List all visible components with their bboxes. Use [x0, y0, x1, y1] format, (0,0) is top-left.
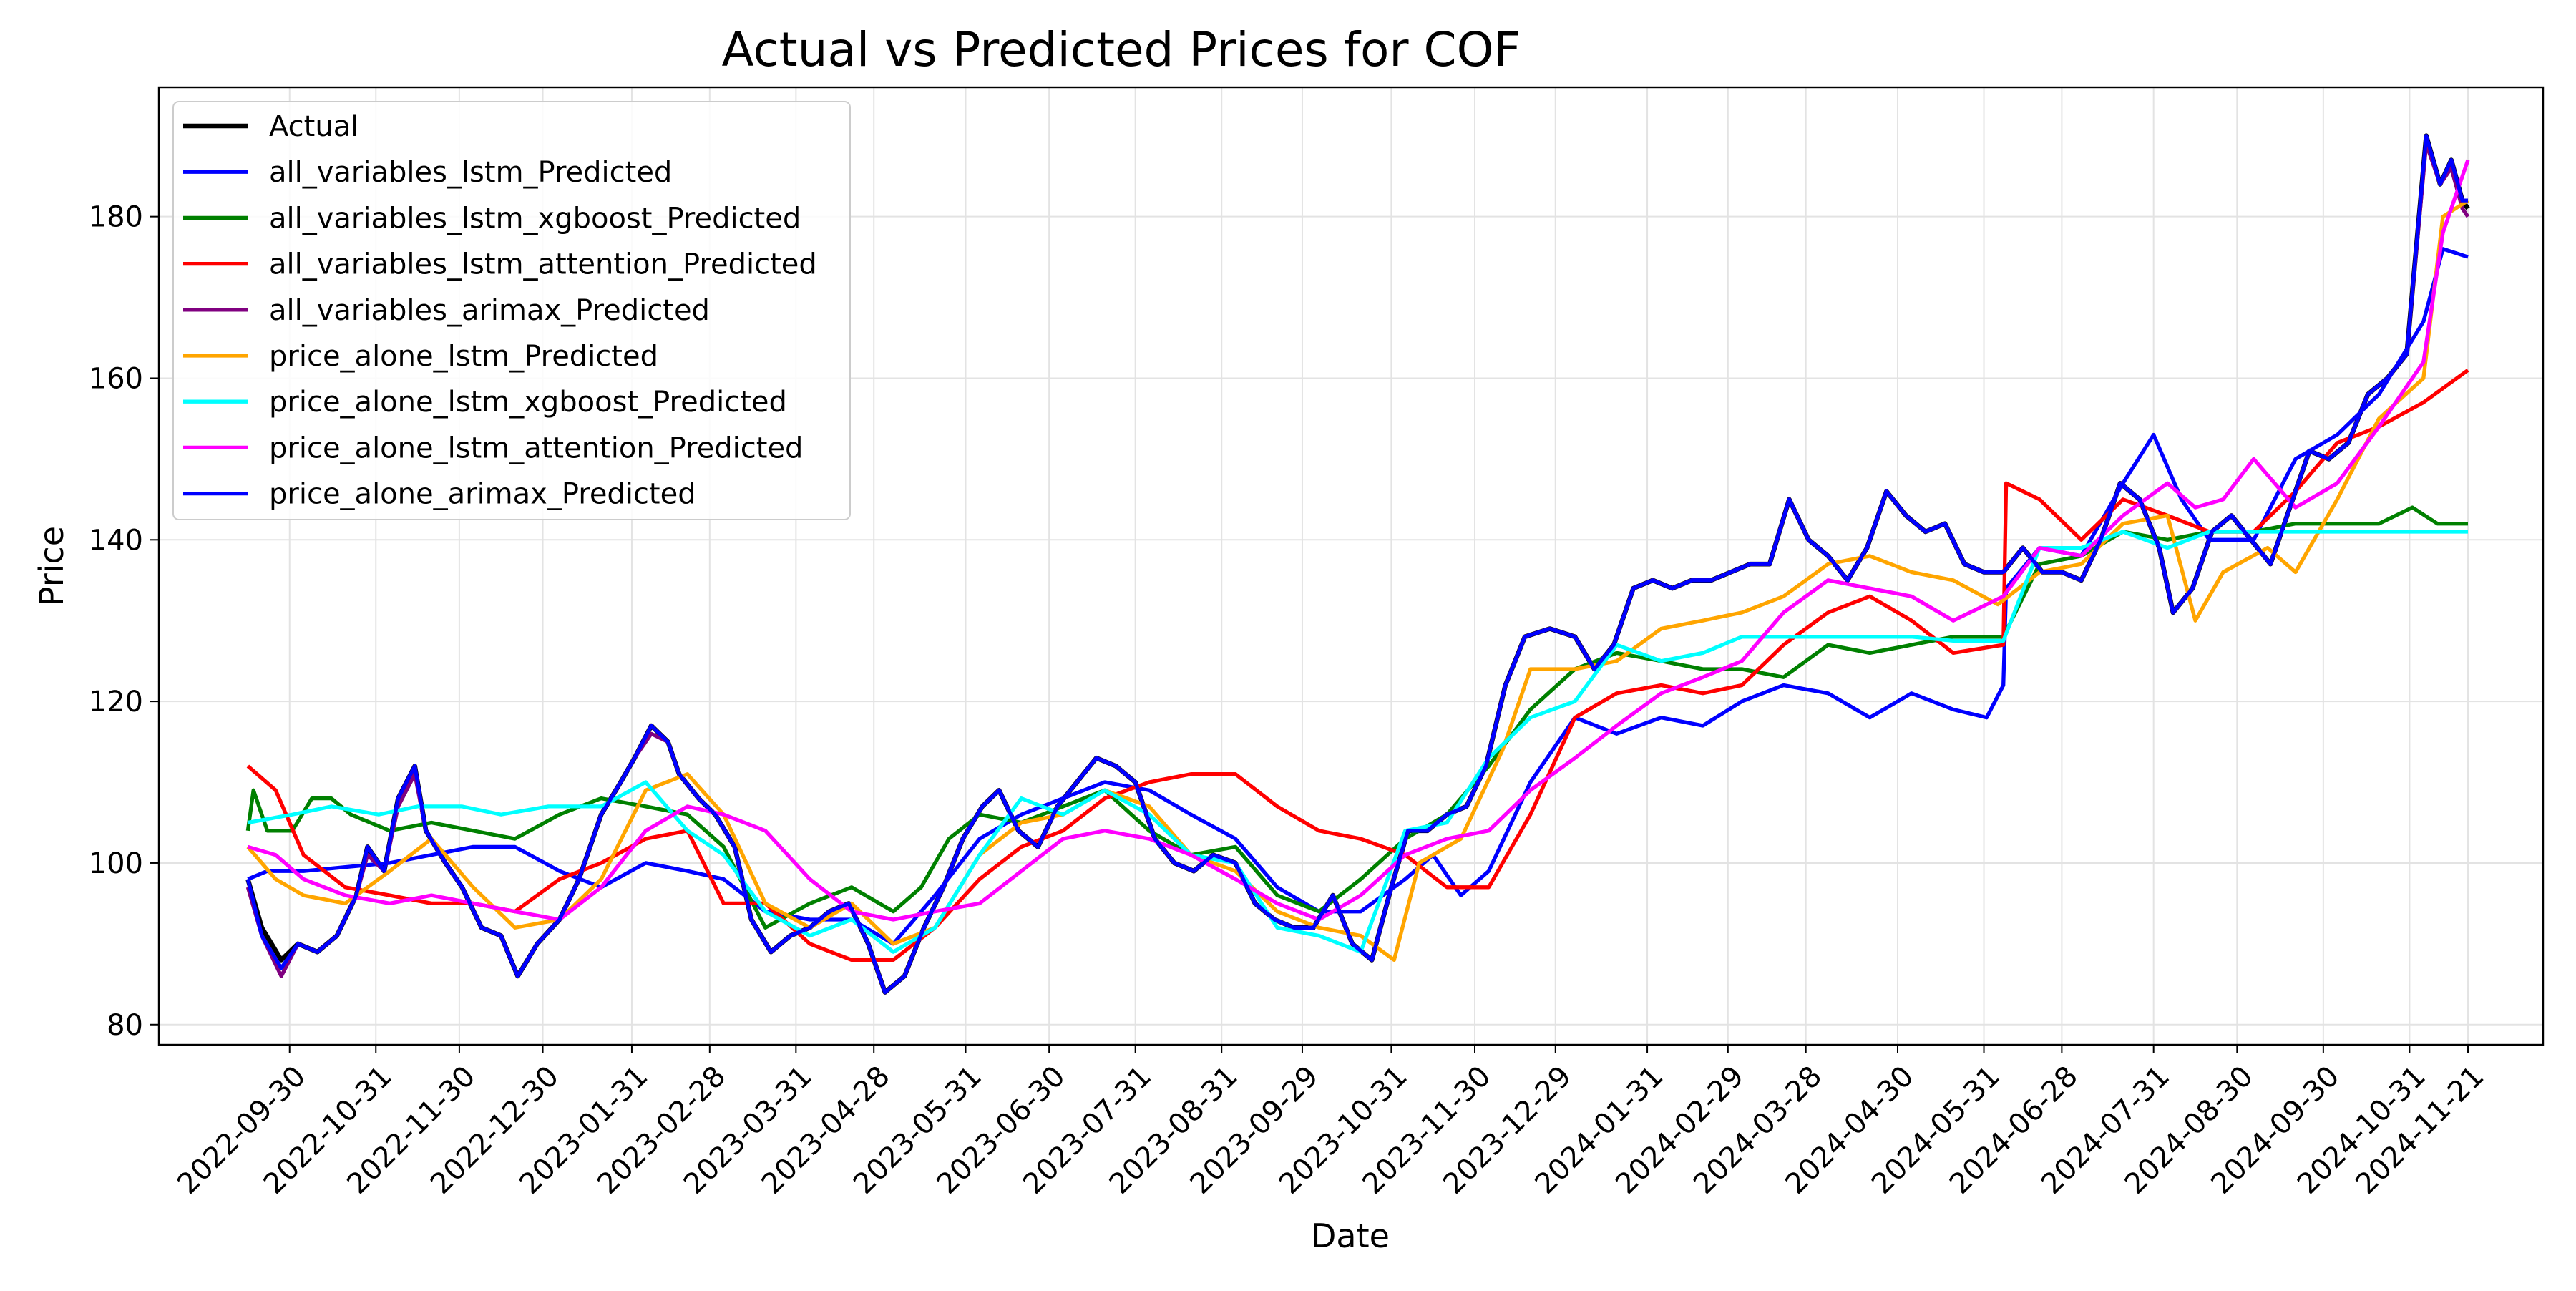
series-line-all-variables-lstm-xgboost-predicted — [245, 505, 2468, 930]
legend: Actual all_variables_lstm_Predicted all_va… — [172, 101, 851, 520]
legend-label: Actual — [269, 110, 358, 143]
x-axis: 2022-09-302022-10-312022-11-302022-12-30… — [171, 1045, 2490, 1201]
legend-label: price_alone_arimax_Predicted — [269, 478, 696, 511]
legend-label: all_variables_arimax_Predicted — [269, 294, 710, 327]
series-line-price-alone-lstm-xgboost-predicted — [247, 530, 2468, 954]
y-tick-label: 80 — [107, 1009, 143, 1042]
y-tick-label: 180 — [89, 201, 143, 234]
y-tick-label: 120 — [89, 686, 143, 718]
series-line-all-variables-lstm-attention-predicted — [246, 369, 2469, 963]
series-line-price-alone-lstm-attention-predicted — [247, 159, 2470, 922]
y-axis-label: Price — [32, 526, 71, 606]
legend-box — [172, 101, 851, 520]
legend-label: all_variables_lstm_Predicted — [269, 156, 672, 189]
legend-label: price_alone_lstm_xgboost_Predicted — [269, 386, 787, 419]
chart-title: Actual vs Predicted Prices for COF — [721, 22, 1521, 77]
y-axis: 80 100 120 140 160 180 — [89, 201, 159, 1042]
series-line-price-alone-lstm-predicted — [246, 198, 2469, 963]
series-lines — [245, 133, 2470, 995]
y-tick-label: 100 — [89, 847, 143, 880]
legend-label: price_alone_lstm_attention_Predicted — [269, 432, 803, 464]
legend-label: all_variables_lstm_xgboost_Predicted — [269, 202, 801, 235]
legend-label: all_variables_lstm_attention_Predicted — [269, 248, 817, 281]
x-axis-label: Date — [1311, 1217, 1390, 1255]
y-tick-label: 160 — [89, 362, 143, 395]
series-line-price-alone-arimax-predicted — [245, 134, 2468, 995]
plot-frame — [157, 86, 2545, 1046]
legend-label: price_alone_lstm_Predicted — [269, 340, 658, 373]
y-tick-label: 140 — [89, 524, 143, 557]
